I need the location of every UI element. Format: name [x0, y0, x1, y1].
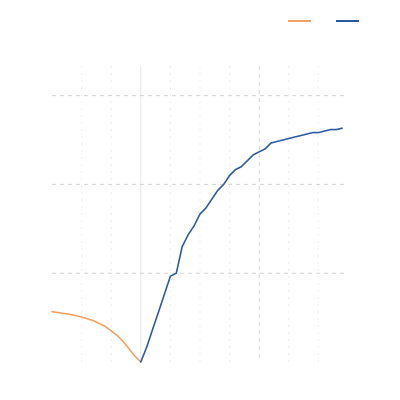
chart-grid — [52, 66, 348, 362]
chart-series — [51, 127, 343, 363]
series-line-2 — [140, 127, 343, 363]
series-line-1 — [51, 310, 142, 363]
